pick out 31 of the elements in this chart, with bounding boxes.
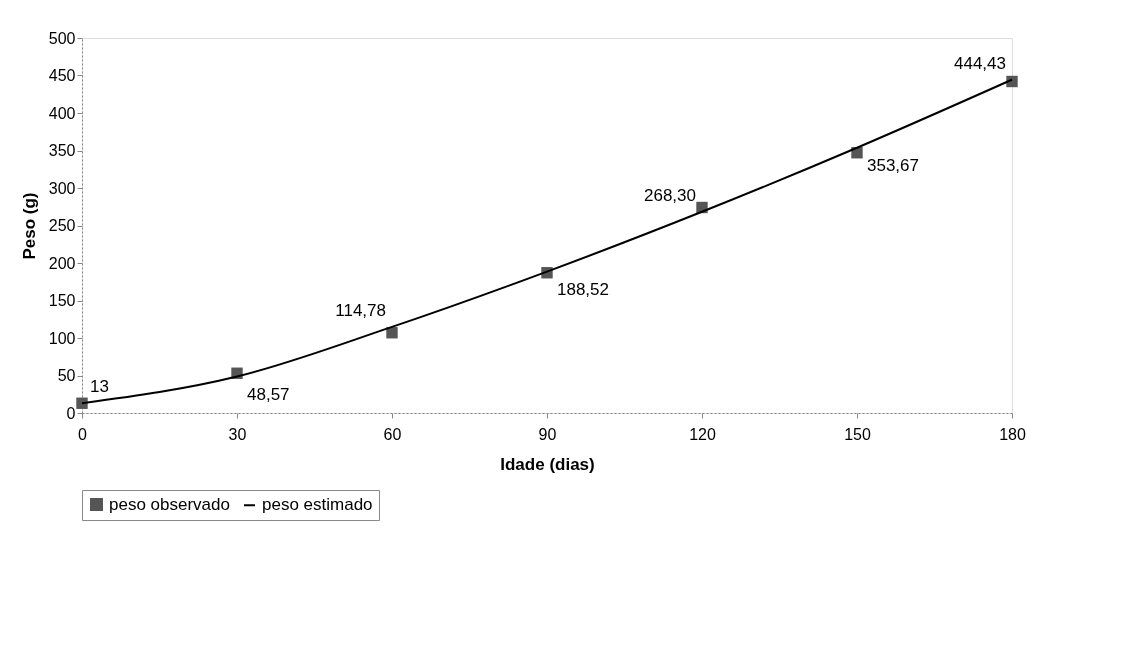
x-tick-label: 150	[844, 425, 871, 443]
x-tick-label: 120	[689, 425, 716, 443]
data-label: 444,43	[954, 53, 1006, 73]
x-tick-label: 0	[78, 425, 88, 443]
y-tick-label: 300	[48, 179, 76, 197]
x-tick-label: 60	[383, 425, 402, 443]
data-label: 188,52	[557, 279, 609, 299]
point	[386, 327, 398, 339]
x-tick-label: 30	[228, 425, 247, 443]
data-label: 13	[90, 377, 109, 397]
y-tick-label: 500	[48, 29, 76, 47]
data-label: 353,67	[867, 155, 919, 175]
y-tick-label: 250	[48, 217, 76, 234]
y-tick-label: 150	[48, 292, 76, 309]
y-tick-label: 400	[48, 104, 76, 122]
legend-label: peso observado	[109, 494, 230, 514]
legend-label: peso estimado	[262, 495, 373, 515]
data-label: 268,30	[644, 185, 696, 205]
y-tick-label: 200	[48, 254, 76, 272]
point	[76, 397, 88, 409]
y-axis-title: Peso (g)	[19, 192, 39, 260]
data-label: 114,78	[335, 300, 386, 320]
x-tick-label: 180	[999, 425, 1026, 443]
y-tick-label: 450	[48, 67, 76, 84]
y-tick-label: 350	[48, 142, 76, 159]
x-axis-title: Idade (dias)	[500, 454, 595, 474]
y-tick-label: 50	[57, 367, 76, 384]
data-label: 48,57	[247, 384, 290, 404]
y-tick-label: 0	[66, 404, 76, 422]
y-tick-label: 100	[48, 329, 76, 347]
x-tick-label: 90	[538, 425, 557, 443]
